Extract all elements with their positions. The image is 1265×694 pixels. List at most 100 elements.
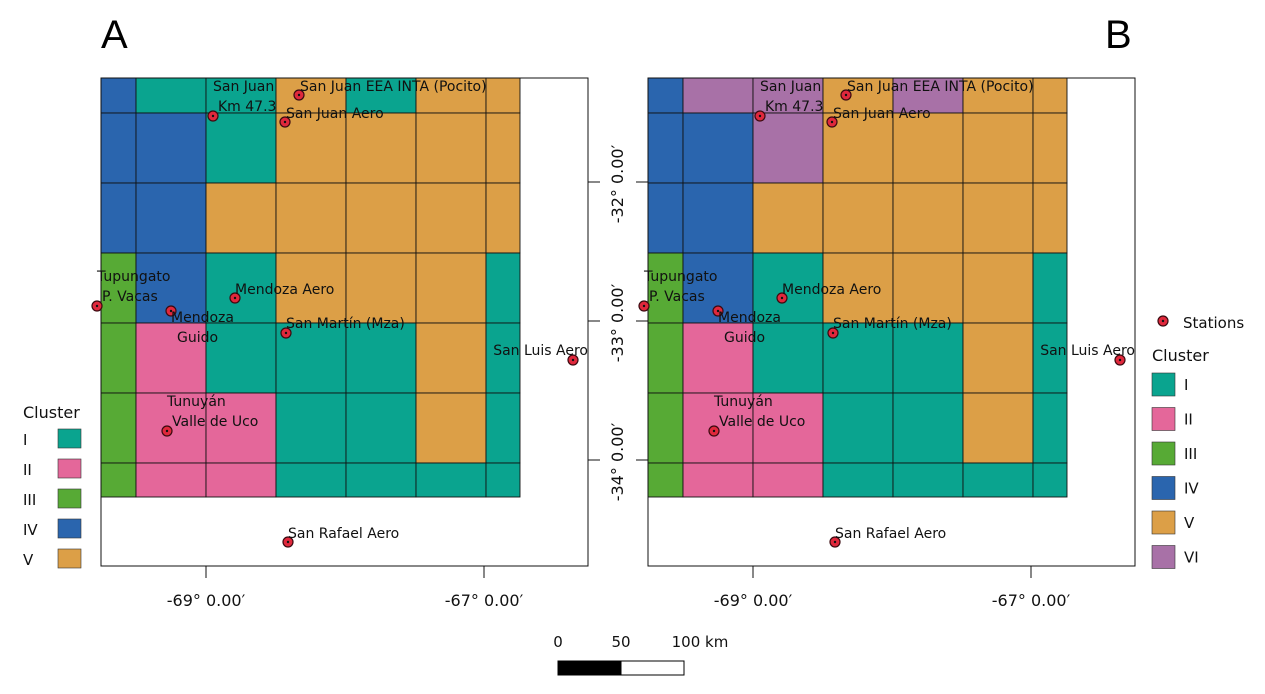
cluster-cell-i [962,462,1034,498]
station-dot-center [758,114,762,118]
cluster-cell-i [485,462,521,498]
station-dot-center [165,429,169,433]
cluster-cell-iii [647,462,684,498]
station-marker[interactable]: San Juan Aero [826,106,931,128]
station-marker[interactable]: San Rafael Aero [282,526,399,548]
station-label: Tunuyán [166,394,226,410]
map-panel-b: B -69° 0.00′ -67° 0.00′ San Juan EEA INTA (… [638,13,1136,610]
station-label: P. Vacas [649,289,705,305]
legend-swatch-iv [57,518,82,539]
station-label: San Juan [213,79,274,95]
station-marker[interactable]: Tunuyán Valle de Uco [161,394,258,437]
station-marker[interactable]: San Juan EEA INTA (Pocito) [293,79,487,101]
cluster-cell-v [1032,112,1068,184]
station-marker[interactable]: Mendoza Guido [712,305,781,346]
cluster-cell-v [962,322,1034,394]
cluster-cell-v [415,112,487,184]
station-marker[interactable]: San Juan EEA INTA (Pocito) [840,79,1034,101]
cluster-cell-v [415,182,487,254]
legend-swatch-vi [1151,545,1176,569]
cluster-cell-ii [135,462,207,498]
cluster-cell-v [485,112,521,184]
cluster-cell-v [822,252,894,324]
cluster-cell-i [1032,462,1068,498]
x-tick-label: -69° 0.00′ [167,591,246,610]
station-label: Tunuyán [713,394,773,410]
legend-swatch-iii [1151,441,1176,466]
scale-bar-label: 100 km [672,633,729,651]
station-dot-center [712,429,716,433]
station-label: San Martín (Mza) [833,316,952,332]
station-marker[interactable]: San Juan Aero [279,106,384,128]
cluster-cell-v [962,112,1034,184]
legend-item-label: V [1184,514,1195,532]
station-marker[interactable]: San Juan Km 47.3 [754,79,823,122]
y-tick-label: -34° 0.00′ [608,422,627,501]
cluster-cell-v [415,252,487,324]
y-tick-label: -33° 0.00′ [608,283,627,362]
station-dot-center [284,331,288,335]
station-marker[interactable]: Mendoza Aero [776,282,881,304]
station-marker[interactable]: San Luis Aero [1040,343,1135,366]
x-tick-label: -67° 0.00′ [992,591,1071,610]
station-marker[interactable]: Tupungato P. Vacas [638,269,717,312]
station-dot-center [283,120,287,124]
cluster-cell-v [962,182,1034,254]
station-label: Valle de Uco [719,414,805,430]
cluster-cell-i [205,77,277,114]
station-dot-center [571,358,575,362]
station-label: Mendoza [718,310,781,326]
station-label: San Rafael Aero [835,526,946,542]
legend-swatch-v [1151,510,1176,535]
station-marker[interactable]: San Martín (Mza) [280,316,405,339]
cluster-cell-iii [100,322,137,394]
cluster-cell-iv [682,182,754,254]
cluster-cell-v [275,182,347,254]
cluster-cell-i [1032,392,1068,464]
station-label: San Juan [760,79,821,95]
station-marker[interactable]: Tupungato P. Vacas [91,269,170,312]
cluster-cell-ii [205,392,277,464]
station-marker[interactable]: San Rafael Aero [829,526,946,548]
cluster-cell-iv [682,112,754,184]
legend-item-label: I [23,431,27,449]
station-marker[interactable]: San Martín (Mza) [827,316,952,339]
station-dot-center [233,296,237,300]
legend-swatch-ii [1151,407,1176,431]
cluster-cell-ii [205,462,277,498]
cluster-cell-v [345,112,417,184]
station-marker[interactable]: Tunuyán Valle de Uco [708,394,805,437]
panel-label-b: B [1105,13,1132,57]
station-dot-center [833,540,837,544]
stations-legend-icon-center [1161,319,1165,323]
station-label: San Juan Aero [286,106,384,122]
cluster-cell-iii [647,252,684,324]
cluster-cell-v [485,77,521,114]
station-marker[interactable]: Mendoza Guido [165,305,234,346]
cluster-cell-i [205,322,277,394]
cluster-cell-i [135,77,207,114]
station-marker[interactable]: Mendoza Aero [229,282,334,304]
scale-bar-label: 0 [553,633,563,651]
cluster-cell-i [752,252,824,324]
cluster-cell-v [1032,77,1068,114]
cluster-cell-v [892,252,964,324]
station-marker[interactable]: San Luis Aero [493,343,588,366]
legend-item-label: IV [23,521,38,539]
cluster-cell-i [345,322,417,394]
legend-item-label: VI [1184,549,1199,567]
station-marker[interactable]: San Juan Km 47.3 [207,79,276,122]
station-label: San Juan Aero [833,106,931,122]
cluster-cell-v [485,182,521,254]
cluster-cell-v [892,182,964,254]
cluster-cell-i [345,392,417,464]
station-dot-center [169,309,173,313]
cluster-cell-i [1032,252,1068,324]
cluster-cell-v [962,77,1034,114]
cluster-cell-v [1032,182,1068,254]
scale-bar-black-segment [557,660,622,676]
cluster-cell-iv [100,182,137,254]
panel-label-a: A [101,13,128,57]
